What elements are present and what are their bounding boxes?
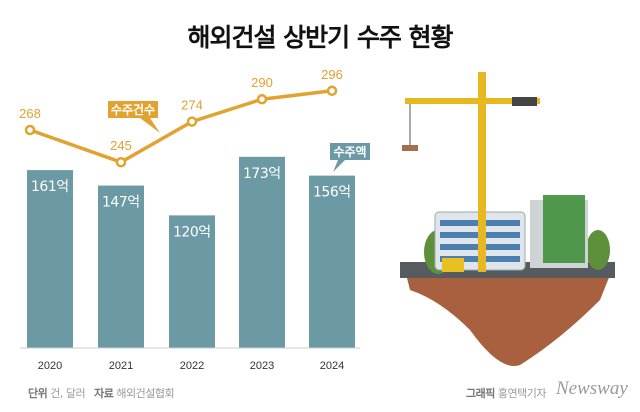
line-label: 274: [181, 98, 203, 113]
line-label: 290: [251, 75, 273, 90]
chart-title: 해외건설 상반기 수주 현황: [187, 23, 453, 52]
crane-tower: [478, 72, 486, 272]
x-tick-label: 2023: [250, 360, 274, 372]
bar-2022: [169, 215, 215, 348]
bar-legend-callout: [330, 143, 370, 172]
bar-2020: [27, 170, 73, 348]
bar-label: 156억: [313, 185, 351, 201]
x-tick-label: 2022: [180, 360, 204, 372]
bar-2021: [98, 185, 144, 348]
line-label: 268: [19, 106, 41, 121]
x-tick-label: 2024: [320, 360, 344, 372]
footer-unit: 단위 건, 달러 자료 해외건설협회: [28, 385, 175, 401]
bar-label: 147억: [102, 195, 140, 211]
crane-jib: [405, 98, 540, 104]
newsway-logo: Newsway: [556, 378, 628, 399]
line-point-2020: [24, 124, 36, 136]
line-point-2023: [256, 93, 268, 105]
bar-2023: [239, 156, 285, 348]
line-legend-callout: [108, 101, 160, 133]
credit-label: 그래픽: [466, 387, 495, 400]
tree-icon: [586, 230, 610, 270]
bar-legend-label: 수주액: [333, 145, 366, 159]
line-point-2022: [186, 116, 198, 127]
line-label: 296: [321, 67, 343, 82]
crane-load: [402, 145, 418, 151]
bar-label: 161억: [31, 179, 69, 195]
x-tick-label: 2021: [109, 360, 133, 372]
building-green-scaffold: [543, 195, 585, 263]
excavator-icon: [442, 258, 464, 272]
unit-label: 단위: [28, 387, 48, 400]
source-value: 해외건설협회: [116, 387, 175, 400]
bar-label: 120억: [173, 224, 211, 240]
unit-value: 건, 달러: [50, 387, 86, 400]
island-rock: [405, 270, 612, 366]
x-tick-label: 2020: [38, 360, 62, 372]
footer-credit: 그래픽 홍연택기자: [466, 385, 546, 401]
source-label: 자료: [94, 387, 114, 400]
line-legend-label: 수주건수: [111, 102, 155, 117]
credit-value: 홍연택기자: [497, 387, 547, 400]
line-point-2021: [115, 156, 127, 168]
bar-2024: [309, 175, 355, 348]
line-point-2024: [326, 85, 338, 97]
line-label: 245: [110, 138, 132, 153]
bar-label: 173억: [243, 166, 281, 182]
crane-counterweight: [512, 97, 537, 106]
